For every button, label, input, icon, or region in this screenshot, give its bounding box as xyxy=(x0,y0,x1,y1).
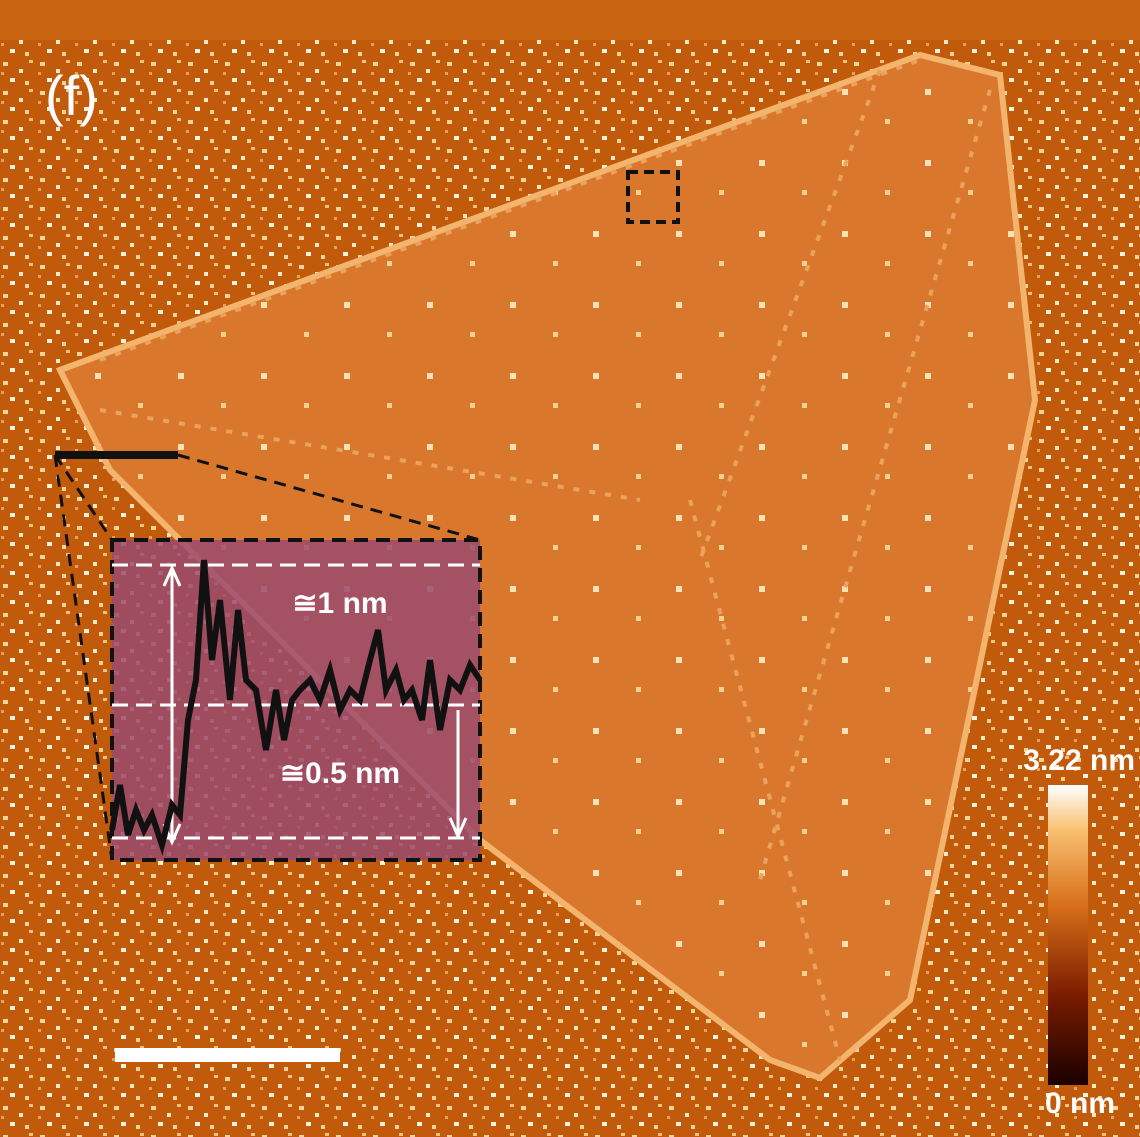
inset: ≅1 nm ≅0.5 nm xyxy=(112,540,480,860)
colorbar xyxy=(1048,785,1088,1085)
colorbar-max: 3.22 nm xyxy=(1023,744,1135,777)
colorbar-min: 0 nm xyxy=(1045,1087,1115,1120)
top-strip xyxy=(0,0,1140,40)
inset-label: ≅1 nm xyxy=(292,587,387,620)
inset-label: ≅0.5 nm xyxy=(280,757,400,790)
scale-bar xyxy=(115,1048,340,1062)
afm-image: ≅1 nm ≅0.5 nm (f) 3.22 nm 0 nm xyxy=(0,0,1140,1137)
panel-label: (f) xyxy=(45,64,98,127)
